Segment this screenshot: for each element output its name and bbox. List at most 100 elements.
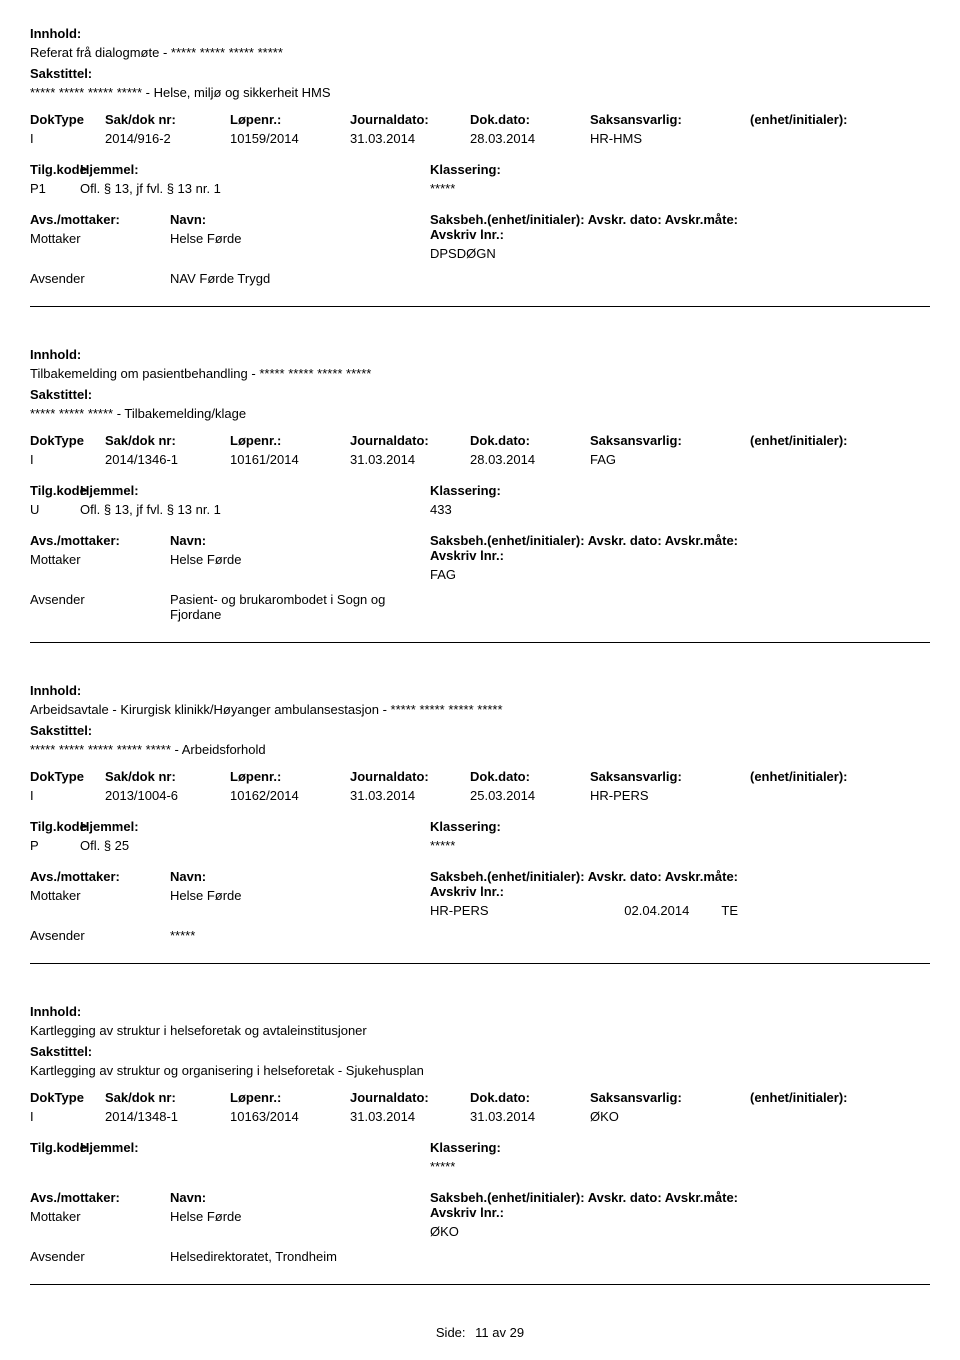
- saksansvarlig-value: HR-PERS: [590, 784, 750, 803]
- mottaker-label: Mottaker: [30, 1205, 170, 1224]
- klassering-value: *****: [430, 1155, 501, 1174]
- enhet-label: (enhet/initialer):: [750, 1090, 930, 1105]
- innhold-value: Kartlegging av struktur i helseforetak o…: [30, 1023, 930, 1038]
- doktype-label: DokType: [30, 433, 105, 448]
- lopenr-value: 10161/2014: [230, 448, 350, 467]
- innhold-label: Innhold:: [30, 683, 930, 698]
- dokdato-value: 28.03.2014: [470, 127, 590, 146]
- navn-label: Navn:: [170, 212, 430, 227]
- innhold-label: Innhold:: [30, 1004, 930, 1019]
- klassering-label: Klassering:: [430, 1140, 501, 1155]
- dokdato-value: 25.03.2014: [470, 784, 590, 803]
- sakdok-label: Sak/dok nr:: [105, 112, 230, 127]
- saksansvarlig-label: Saksansvarlig:: [590, 769, 750, 784]
- sakstittel-label: Sakstittel:: [30, 387, 930, 402]
- lopenr-value: 10162/2014: [230, 784, 350, 803]
- saksansvarlig-value: FAG: [590, 448, 750, 467]
- tilgkode-value: P: [30, 834, 80, 853]
- lopenr-label: Løpenr.:: [230, 112, 350, 127]
- doktype-value: I: [30, 784, 105, 803]
- lopenr-label: Løpenr.:: [230, 433, 350, 448]
- avsender-navn-value: Pasient- og brukarombodet i Sogn og Fjor…: [170, 588, 430, 622]
- journaldato-label: Journaldato:: [350, 769, 470, 784]
- dokdato-label: Dok.dato:: [470, 433, 590, 448]
- saksansvarlig-value: ØKO: [590, 1105, 750, 1124]
- mottaker-navn-value: Helse Førde: [170, 1205, 430, 1224]
- avsender-navn-value: *****: [170, 924, 430, 943]
- dokdato-label: Dok.dato:: [470, 1090, 590, 1105]
- tilgkode-label: Tilg.kode: [30, 819, 80, 834]
- avsmottaker-label: Avs./mottaker:: [30, 869, 170, 884]
- avsender-label: Avsender: [30, 1245, 170, 1264]
- journal-record: Innhold: Tilbakemelding om pasientbehand…: [30, 347, 930, 643]
- avsmottaker-label: Avs./mottaker:: [30, 1190, 170, 1205]
- sakdok-value: 2014/1348-1: [105, 1105, 230, 1124]
- innhold-value: Arbeidsavtale - Kirurgisk klinikk/Høyang…: [30, 702, 930, 717]
- hjemmel-label: Hjemmel:: [80, 1140, 430, 1155]
- saksbeh-label: Saksbeh.(enhet/initialer): Avskr. dato: …: [430, 212, 770, 242]
- sakdok-label: Sak/dok nr:: [105, 1090, 230, 1105]
- sakstittel-value: Kartlegging av struktur og organisering …: [30, 1063, 930, 1078]
- lopenr-label: Løpenr.:: [230, 769, 350, 784]
- record-divider: [30, 963, 930, 964]
- avskrdato-value: 02.04.2014: [624, 899, 721, 918]
- avsmottaker-label: Avs./mottaker:: [30, 212, 170, 227]
- doktype-label: DokType: [30, 112, 105, 127]
- sakstittel-value: ***** ***** ***** - Tilbakemelding/klage: [30, 406, 930, 421]
- saksansvarlig-label: Saksansvarlig:: [590, 1090, 750, 1105]
- enhet-value: [750, 1105, 930, 1109]
- hjemmel-label: Hjemmel:: [80, 162, 430, 177]
- saksbeh-value: HR-PERS: [430, 899, 624, 918]
- avskrmate-value: [721, 242, 770, 261]
- avsender-navn-value: NAV Førde Trygd: [170, 267, 430, 286]
- avskrmate-value: [721, 563, 770, 582]
- avskrmate-value: TE: [721, 899, 770, 918]
- tilgkode-label: Tilg.kode: [30, 1140, 80, 1155]
- dokdato-value: 31.03.2014: [470, 1105, 590, 1124]
- dokdato-label: Dok.dato:: [470, 769, 590, 784]
- klassering-label: Klassering:: [430, 483, 501, 498]
- journaldato-value: 31.03.2014: [350, 784, 470, 803]
- avsender-label: Avsender: [30, 924, 170, 943]
- klassering-label: Klassering:: [430, 819, 501, 834]
- saksbeh-value: ØKO: [430, 1220, 624, 1239]
- mottaker-navn-value: Helse Førde: [170, 548, 430, 567]
- footer-page-number: 11 av 29: [475, 1325, 524, 1340]
- saksbeh-label: Saksbeh.(enhet/initialer): Avskr. dato: …: [430, 533, 770, 563]
- enhet-value: [750, 784, 930, 788]
- tilgkode-label: Tilg.kode: [30, 162, 80, 177]
- innhold-label: Innhold:: [30, 26, 930, 41]
- mottaker-label: Mottaker: [30, 227, 170, 246]
- page-footer: Side: 11 av 29: [30, 1325, 930, 1340]
- avskrdato-value: [624, 1220, 721, 1239]
- record-divider: [30, 1284, 930, 1285]
- sakstittel-value: ***** ***** ***** ***** - Helse, miljø o…: [30, 85, 930, 100]
- hjemmel-label: Hjemmel:: [80, 483, 430, 498]
- journal-record: Innhold: Referat frå dialogmøte - ***** …: [30, 26, 930, 307]
- doktype-value: I: [30, 448, 105, 467]
- innhold-value: Tilbakemelding om pasientbehandling - **…: [30, 366, 930, 381]
- doktype-label: DokType: [30, 1090, 105, 1105]
- lopenr-label: Løpenr.:: [230, 1090, 350, 1105]
- record-divider: [30, 642, 930, 643]
- sakdok-value: 2014/916-2: [105, 127, 230, 146]
- tilgkode-value: U: [30, 498, 80, 517]
- tilgkode-value: [30, 1155, 80, 1159]
- hjemmel-value: Ofl. § 25: [80, 834, 430, 853]
- mottaker-label: Mottaker: [30, 884, 170, 903]
- saksansvarlig-value: HR-HMS: [590, 127, 750, 146]
- klassering-value: 433: [430, 498, 501, 517]
- sakstittel-value: ***** ***** ***** ***** ***** - Arbeidsf…: [30, 742, 930, 757]
- hjemmel-label: Hjemmel:: [80, 819, 430, 834]
- dokdato-value: 28.03.2014: [470, 448, 590, 467]
- mottaker-label: Mottaker: [30, 548, 170, 567]
- hjemmel-value: [80, 1155, 430, 1159]
- saksbeh-label: Saksbeh.(enhet/initialer): Avskr. dato: …: [430, 1190, 770, 1220]
- saksbeh-label: Saksbeh.(enhet/initialer): Avskr. dato: …: [430, 869, 770, 899]
- avsender-label: Avsender: [30, 588, 170, 607]
- sakdok-value: 2014/1346-1: [105, 448, 230, 467]
- sakstittel-label: Sakstittel:: [30, 66, 930, 81]
- saksbeh-value: FAG: [430, 563, 624, 582]
- enhet-label: (enhet/initialer):: [750, 433, 930, 448]
- innhold-label: Innhold:: [30, 347, 930, 362]
